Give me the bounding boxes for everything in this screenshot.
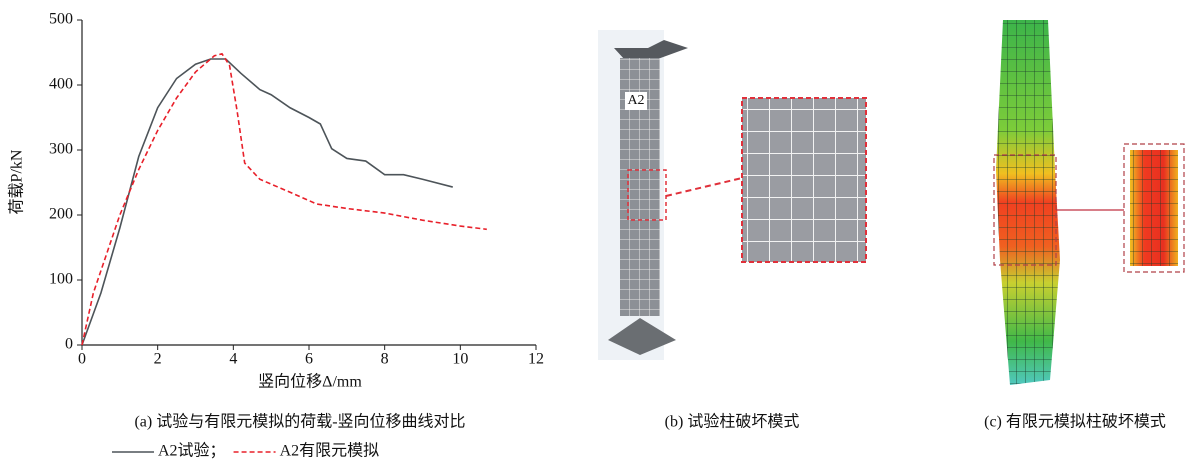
caption: (a) 试验与有限元模拟的荷载-竖向位移曲线对比 xyxy=(134,413,465,431)
caption: (b) 试验柱破坏模式 xyxy=(665,413,800,431)
x-tick-label: 10 xyxy=(452,351,468,368)
fe-model xyxy=(993,20,1185,385)
specimen-label: A2 xyxy=(627,93,644,108)
x-tick-label: 2 xyxy=(154,351,162,368)
y-tick-label: 0 xyxy=(65,336,73,353)
x-tick-label: 6 xyxy=(305,351,313,368)
y-tick-label: 500 xyxy=(49,11,73,28)
y-tick-label: 200 xyxy=(49,206,73,223)
y-tick-label: 400 xyxy=(49,76,73,93)
specimen-photo: A2 xyxy=(598,30,867,360)
y-tick-label: 100 xyxy=(49,271,73,288)
x-tick-label: 4 xyxy=(229,351,237,368)
y-tick-label: 300 xyxy=(49,141,73,158)
legend-label: A2试验； xyxy=(158,442,226,460)
data-line xyxy=(81,52,487,346)
x-tick-label: 8 xyxy=(381,351,389,368)
x-tick-label: 0 xyxy=(78,351,86,368)
legend-label: A2有限元模拟 xyxy=(280,442,380,460)
x-tick-label: 12 xyxy=(528,351,544,368)
x-axis-label: 竖向位移Δ/mm xyxy=(258,373,362,391)
caption: (c) 有限元模拟柱破坏模式 xyxy=(984,413,1166,431)
data-line xyxy=(81,58,453,346)
y-axis-label: 荷载P/kN xyxy=(8,149,26,214)
